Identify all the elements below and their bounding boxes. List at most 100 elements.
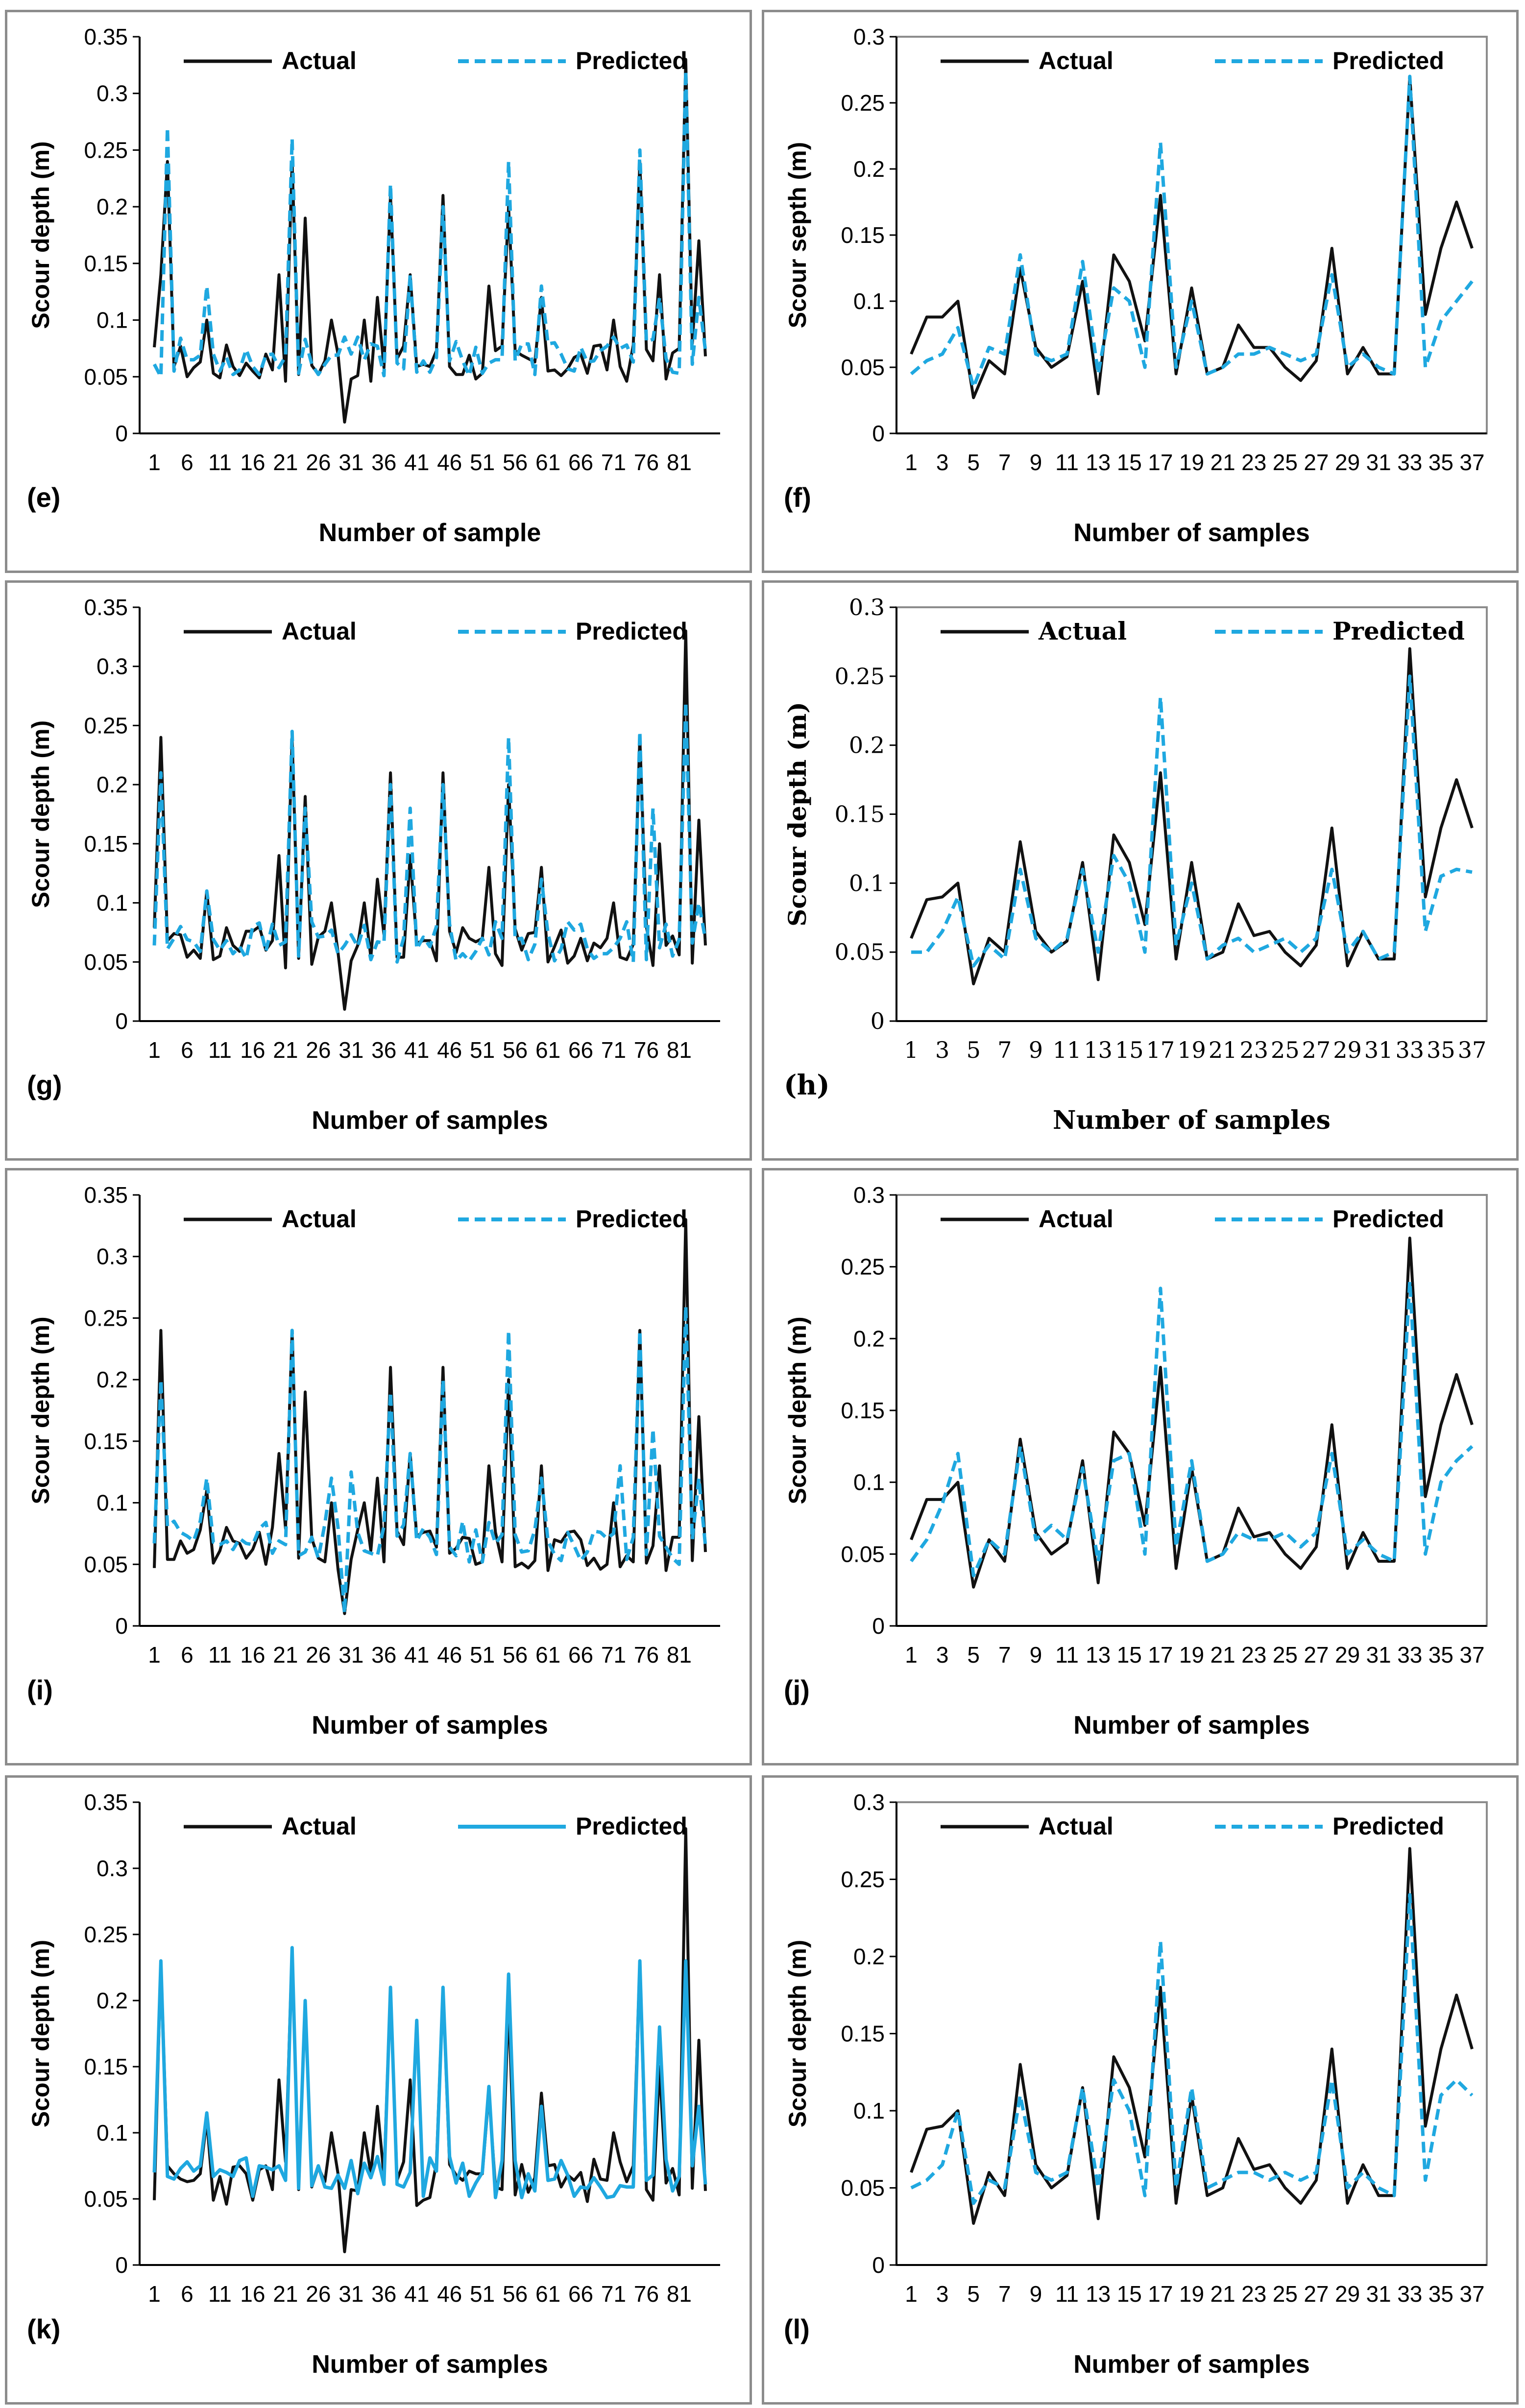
x-tick-label: 23 bbox=[1241, 450, 1266, 475]
y-tick-label: 0.05 bbox=[835, 939, 885, 965]
y-tick-label: 0.3 bbox=[97, 1856, 128, 1881]
x-tick-label: 36 bbox=[371, 2281, 396, 2307]
x-tick-label: 26 bbox=[306, 1642, 331, 1668]
x-tick-label: 25 bbox=[1273, 450, 1298, 475]
panel-label: (k) bbox=[27, 2313, 60, 2344]
y-tick-label: 0.05 bbox=[84, 364, 128, 389]
y-tick-label: 0.2 bbox=[853, 1326, 885, 1351]
y-tick-label: 0.25 bbox=[841, 1254, 885, 1280]
legend-label-predicted: Predicted bbox=[1332, 1205, 1444, 1233]
x-tick-label: 13 bbox=[1086, 450, 1111, 475]
y-tick-label: 0.15 bbox=[84, 251, 128, 276]
x-tick-label: 11 bbox=[1055, 2281, 1079, 2307]
x-tick-label: 41 bbox=[404, 2281, 429, 2307]
y-tick-label: 0 bbox=[872, 421, 885, 446]
y-tick-label: 0.2 bbox=[849, 732, 885, 759]
y-tick-label: 0.15 bbox=[84, 1429, 128, 1454]
x-tick-label: 56 bbox=[503, 1037, 528, 1063]
chart-svg: 00.050.10.150.20.250.30.351 6 11 16 21 26 31 36… bbox=[27, 24, 720, 547]
y-tick-label: 0.3 bbox=[97, 654, 128, 679]
x-tick-label: 61 bbox=[535, 2281, 560, 2307]
x-tick-label: 9 bbox=[1030, 1642, 1042, 1668]
y-axis-label: Scour septh (m) bbox=[784, 142, 811, 329]
x-tick-label: 13 bbox=[1086, 2281, 1111, 2307]
y-tick-label: 0.15 bbox=[835, 801, 885, 828]
x-tick-label: 61 bbox=[535, 1037, 560, 1063]
x-tick-label: 81 bbox=[667, 450, 692, 475]
x-tick-label: 5 bbox=[967, 2281, 980, 2307]
legend-label-actual: Actual bbox=[282, 618, 357, 645]
y-tick-label: 0.05 bbox=[84, 949, 128, 975]
x-tick-label: 21 bbox=[1210, 450, 1235, 475]
y-tick-label: 0.3 bbox=[853, 1789, 885, 1815]
x-tick-label: 33 bbox=[1396, 1037, 1425, 1063]
x-tick-label: 71 bbox=[601, 1037, 626, 1063]
panel-label: (f) bbox=[784, 482, 811, 513]
x-tick-label: 19 bbox=[1179, 2281, 1204, 2307]
x-tick-label: 13 bbox=[1086, 1642, 1111, 1668]
x-tick-label: 46 bbox=[437, 2281, 462, 2307]
y-tick-label: 0.3 bbox=[853, 24, 885, 49]
y-tick-label: 0.1 bbox=[97, 2120, 128, 2146]
y-tick-label: 0.3 bbox=[97, 81, 128, 106]
y-tick-label: 0.25 bbox=[84, 1922, 128, 1947]
plot-area bbox=[896, 606, 1488, 1022]
x-tick-label: 41 bbox=[404, 450, 429, 475]
x-axis-label: Number of samples bbox=[1073, 1711, 1310, 1740]
x-tick-label: 36 bbox=[371, 1037, 396, 1063]
y-tick-label: 0 bbox=[115, 1008, 128, 1034]
x-tick-label: 76 bbox=[634, 450, 659, 475]
x-tick-label: 11 bbox=[208, 1642, 232, 1668]
x-tick-label: 21 bbox=[1210, 1642, 1235, 1668]
x-tick-label: 17 bbox=[1148, 1642, 1173, 1668]
x-tick-label: 81 bbox=[667, 2281, 692, 2307]
y-tick-label: 0.2 bbox=[97, 1988, 128, 2013]
y-tick-label: 0 bbox=[115, 2252, 128, 2278]
series-line-actual bbox=[910, 647, 1474, 985]
x-tick-label: 21 bbox=[273, 450, 298, 475]
chart-svg: 00.050.10.150.20.250.31 3 5 7 9 11 13 15 17 19 21 2… bbox=[783, 594, 1488, 1135]
y-tick-label: 0.35 bbox=[84, 595, 128, 620]
x-tick-label: 61 bbox=[535, 450, 560, 475]
series-line-actual bbox=[153, 1827, 707, 2253]
y-axis-label: Scour depth (m) bbox=[784, 1316, 811, 1504]
y-tick-label: 0 bbox=[872, 1613, 885, 1639]
y-axis-label: Scour depth (m) bbox=[27, 1316, 54, 1504]
legend-label-predicted: Predicted bbox=[1332, 1812, 1444, 1840]
x-tick-label: 35 bbox=[1428, 1642, 1453, 1668]
x-tick-label: 19 bbox=[1179, 450, 1204, 475]
x-tick-label: 46 bbox=[437, 1037, 462, 1063]
x-tick-label: 13 bbox=[1084, 1037, 1113, 1063]
y-axis-label: Scour depth (m) bbox=[783, 702, 812, 927]
x-tick-label: 21 bbox=[273, 1642, 298, 1668]
y-tick-label: 0.35 bbox=[84, 1182, 128, 1208]
chart-svg: 00.050.10.150.20.250.31 3 5 7 9 11 13 15 17 19 21 2… bbox=[784, 1182, 1488, 1740]
series-line-actual bbox=[910, 75, 1474, 400]
x-tick-label: 7 bbox=[998, 450, 1011, 475]
x-axis-label: Number of samples bbox=[1073, 2350, 1310, 2379]
x-tick-label: 11 bbox=[208, 450, 232, 475]
x-tick-label: 19 bbox=[1177, 1037, 1206, 1063]
y-axis-label: Scour depth (m) bbox=[27, 141, 54, 329]
legend-label-predicted: Predicted bbox=[576, 1205, 687, 1233]
x-tick-label: 35 bbox=[1428, 2281, 1453, 2307]
x-tick-label: 17 bbox=[1148, 2281, 1173, 2307]
series-line-predicted bbox=[152, 1304, 707, 1616]
x-tick-label: 76 bbox=[634, 1642, 659, 1668]
y-tick-label: 0.25 bbox=[84, 1305, 128, 1331]
series-line-predicted bbox=[911, 674, 1473, 968]
x-tick-label: 41 bbox=[404, 1642, 429, 1668]
plot-area bbox=[896, 1801, 1488, 2266]
y-tick-label: 0.1 bbox=[97, 1490, 128, 1516]
chart-svg: 00.050.10.150.20.250.30.351 6 11 16 21 26 31 36… bbox=[27, 595, 720, 1135]
x-tick-label: 31 bbox=[339, 1037, 363, 1063]
x-tick-label: 7 bbox=[998, 1642, 1011, 1668]
x-tick-label: 15 bbox=[1117, 450, 1142, 475]
series-line-predicted bbox=[152, 1946, 707, 2199]
series-line-predicted bbox=[152, 69, 707, 379]
x-tick-label: 51 bbox=[470, 450, 495, 475]
legend-label-predicted: Predicted bbox=[1332, 47, 1444, 74]
chart-svg: 00.050.10.150.20.250.31 3 5 7 9 11 13 15 17 19 21 2… bbox=[784, 24, 1488, 547]
panel-label: (j) bbox=[784, 1674, 810, 1705]
y-tick-label: 0.15 bbox=[84, 2054, 128, 2079]
